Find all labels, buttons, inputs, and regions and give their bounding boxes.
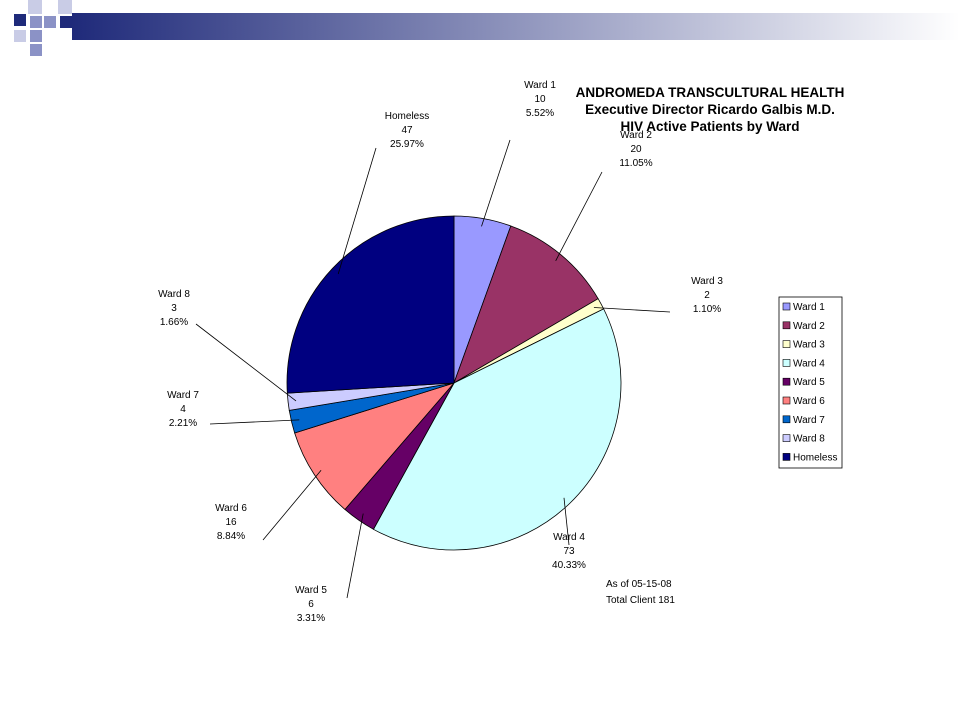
legend-swatch-ward-1: [782, 302, 791, 311]
legend-label-ward-7: Ward 7: [793, 415, 825, 426]
note-total: Total Client 181: [606, 595, 675, 606]
label-ward-6-percent: 8.84%: [217, 531, 245, 542]
legend-swatch-ward-7: [782, 415, 791, 424]
header-square-dark-2: [60, 16, 72, 28]
header-square-light-3: [14, 30, 26, 42]
label-ward-2-value: 20: [630, 144, 642, 155]
leader-ward-8: [195, 323, 297, 402]
label-ward-8-name: Ward 8: [158, 289, 190, 300]
slice-homeless: [286, 215, 455, 394]
label-ward-3-percent: 1.10%: [693, 304, 721, 315]
leader-ward-4: [563, 497, 570, 546]
chart-title-line-2: Executive Director Ricardo Galbis M.D.: [585, 102, 835, 117]
legend: Ward 1 Ward 2 Ward 3 Ward 4 Ward 5 Ward 6 Ward…: [778, 296, 843, 469]
legend-label-ward-1: Ward 1: [793, 302, 825, 313]
label-ward-6-name: Ward 6: [215, 503, 247, 514]
label-ward-4-percent: 40.33%: [552, 560, 586, 571]
label-homeless-name: Homeless: [385, 111, 429, 122]
legend-label-ward-2: Ward 2: [793, 321, 825, 332]
legend-swatch-ward-4: [782, 359, 791, 367]
label-homeless-value: 47: [401, 125, 413, 136]
legend-swatch-ward-3: [782, 340, 791, 348]
leader-ward-3: [593, 307, 671, 313]
slide-header-decoration: [14, 0, 960, 56]
label-ward-8-percent: 1.66%: [160, 317, 188, 328]
slice-ward-6: [294, 382, 456, 511]
label-ward-4-value: 73: [563, 546, 575, 557]
leader-ward-6: [262, 470, 322, 541]
header-square-mid-2: [44, 16, 56, 28]
legend-label-ward-6: Ward 6: [793, 396, 825, 407]
chart-title-line-1: ANDROMEDA TRANSCULTURAL HEALTH: [576, 85, 845, 100]
header-square-mid-1: [30, 16, 42, 28]
legend-swatch-homeless: [782, 453, 791, 461]
label-ward-7-value: 4: [180, 404, 186, 415]
header-gradient-bar: [72, 13, 960, 40]
label-ward-2-percent: 11.05%: [619, 158, 652, 169]
leader-ward-5: [346, 513, 364, 599]
slice-ward-4: [372, 308, 622, 551]
label-ward-6-value: 16: [225, 517, 237, 528]
legend-swatch-ward-6: [782, 396, 791, 405]
label-ward-5-name: Ward 5: [295, 585, 327, 596]
label-ward-8-value: 3: [171, 303, 177, 314]
legend-swatch-ward-2: [782, 321, 791, 330]
label-ward-1-percent: 5.52%: [526, 108, 554, 119]
header-square-light-2: [58, 0, 72, 14]
leader-lines: [195, 139, 671, 599]
legend-label-ward-8: Ward 8: [793, 434, 825, 445]
slice-ward-2: [453, 225, 599, 384]
header-square-mid-4: [30, 44, 42, 56]
legend-label-ward-4: Ward 4: [793, 358, 825, 369]
leader-ward-1: [481, 139, 511, 227]
legend-label-homeless: Homeless: [793, 452, 837, 463]
label-ward-3-value: 2: [704, 290, 710, 301]
legend-label-ward-3: Ward 3: [793, 340, 825, 351]
leader-ward-2: [555, 171, 603, 261]
label-ward-2-name: Ward 2: [620, 130, 652, 141]
label-ward-7-percent: 2.21%: [169, 418, 197, 429]
slice-labels: Ward 1 10 5.52% Ward 2 20 11.05% Ward 3 2 1.10% W…: [158, 80, 723, 624]
leader-homeless: [337, 147, 377, 275]
note-date: As of 05-15-08: [606, 579, 672, 590]
label-ward-1-value: 10: [534, 94, 546, 105]
label-ward-5-value: 6: [308, 599, 314, 610]
legend-label-ward-5: Ward 5: [793, 377, 825, 388]
header-square-mid-3: [30, 30, 42, 42]
header-square-dark: [14, 14, 26, 26]
label-homeless-percent: 25.97%: [390, 139, 424, 150]
label-ward-5-percent: 3.31%: [297, 613, 325, 624]
chart-title-line-3: HIV Active Patients by Ward: [620, 119, 799, 134]
header-square-light-1: [28, 0, 42, 14]
label-ward-7-name: Ward 7: [167, 390, 199, 401]
leader-ward-7: [209, 419, 300, 425]
pie-slices: [286, 215, 622, 551]
label-ward-1-name: Ward 1: [524, 80, 556, 91]
legend-swatch-ward-8: [782, 434, 791, 442]
label-ward-4-name: Ward 4: [553, 532, 585, 543]
label-ward-3-name: Ward 3: [691, 276, 723, 287]
legend-swatch-ward-5: [782, 377, 791, 386]
